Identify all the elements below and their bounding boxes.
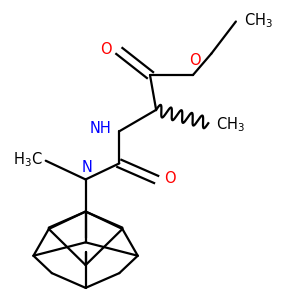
Text: CH$_3$: CH$_3$ (216, 115, 245, 134)
Text: N: N (82, 160, 93, 175)
Text: NH: NH (90, 121, 112, 136)
Text: O: O (164, 171, 176, 186)
Text: H$_3$C: H$_3$C (13, 150, 43, 169)
Text: O: O (189, 53, 200, 68)
Text: CH$_3$: CH$_3$ (244, 11, 272, 29)
Text: O: O (100, 42, 112, 57)
